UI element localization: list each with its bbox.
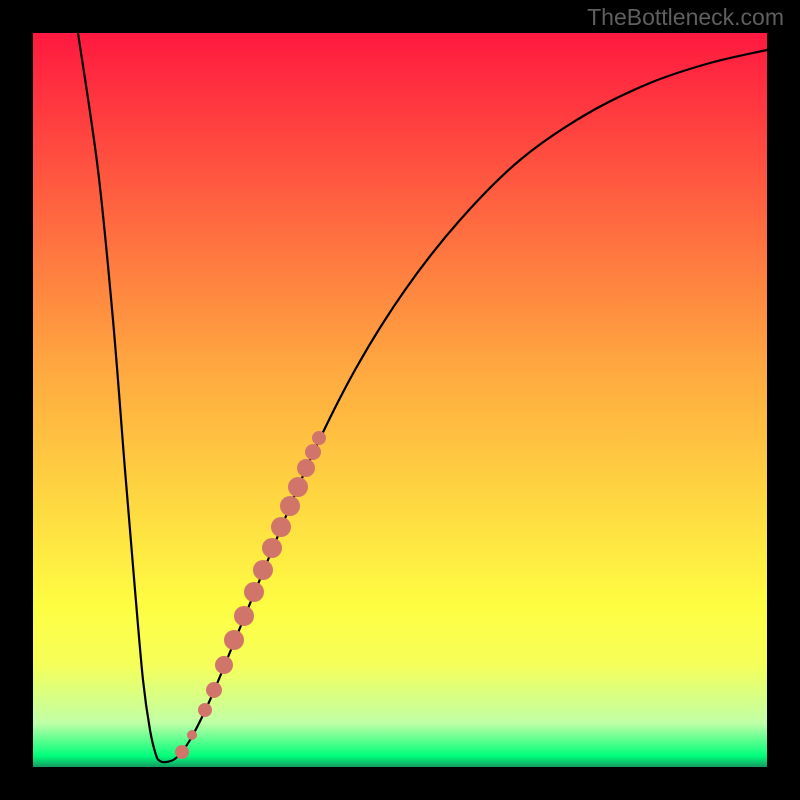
watermark-text: TheBottleneck.com [587, 4, 784, 31]
chart-plot-area [33, 33, 767, 767]
chart-stage: TheBottleneck.com [0, 0, 800, 800]
